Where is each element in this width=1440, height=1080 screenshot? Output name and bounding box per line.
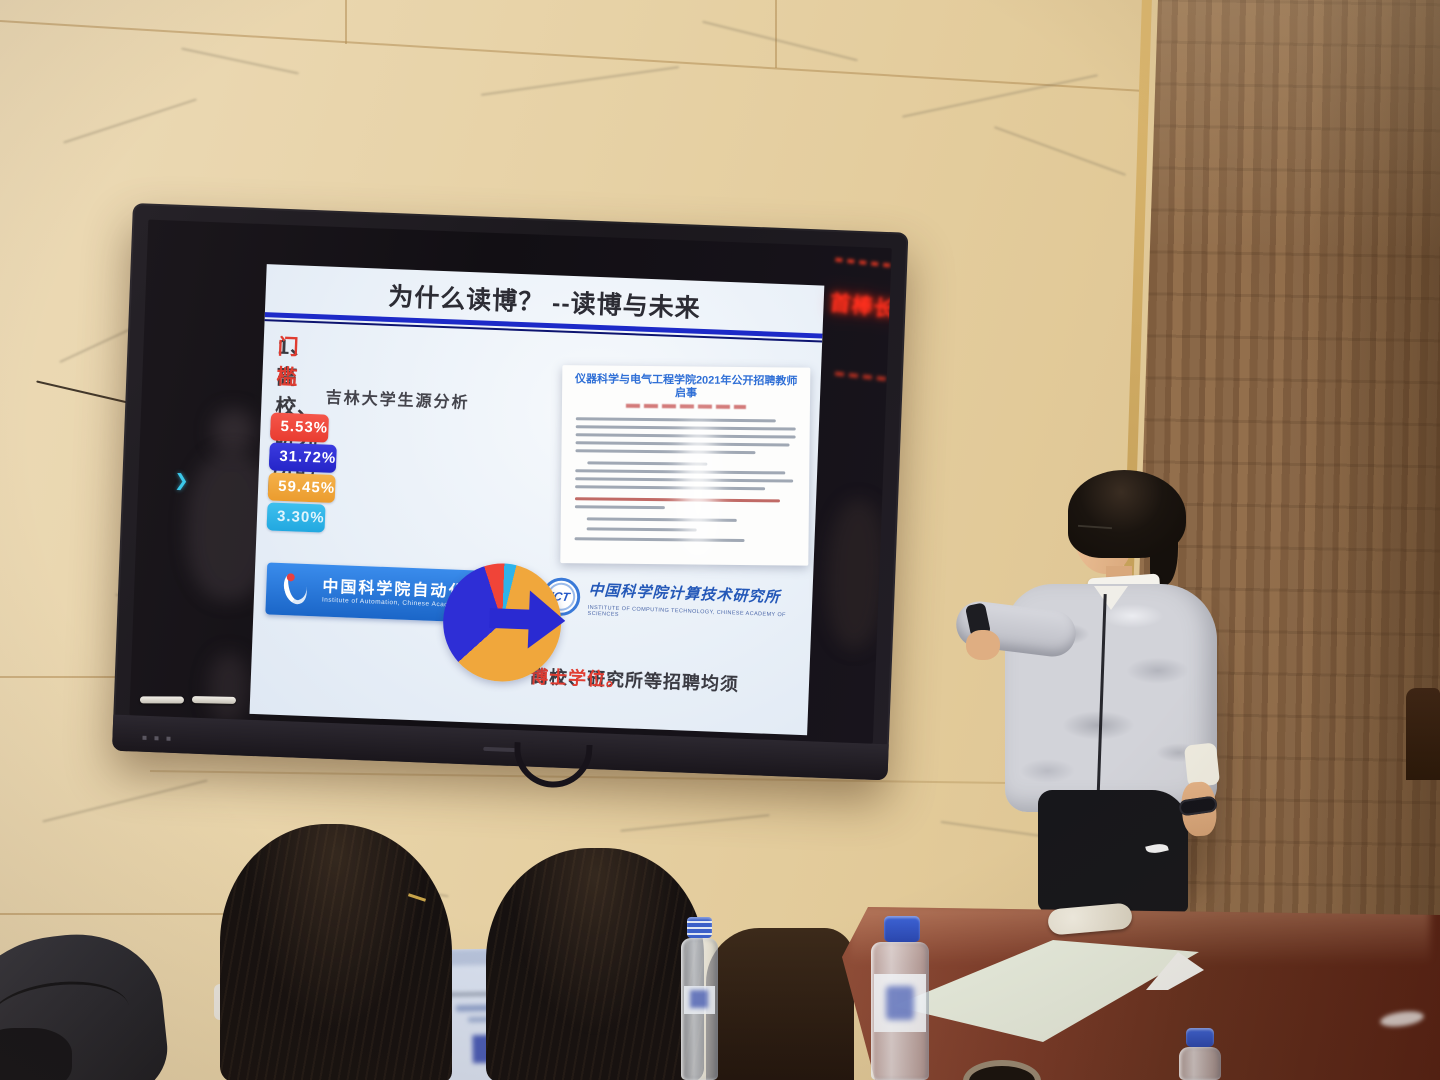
- value-pill: 31.72%: [268, 442, 337, 473]
- hanging-cable: [512, 742, 593, 790]
- wall-tile-seam: [149, 770, 1110, 786]
- water-bottle-label-print: [690, 990, 708, 1008]
- audience-head: [220, 824, 452, 1080]
- wall-tile-seam: [775, 0, 777, 68]
- ict-logo: ICT 中国科学院计算技术研究所 INSTITUTE OF COMPUTING …: [541, 571, 805, 635]
- screen-glare: [680, 416, 716, 557]
- ia-swoosh-icon: [280, 570, 311, 607]
- notice-text-line: [575, 417, 776, 423]
- marble-vein: [42, 779, 208, 823]
- screen-reflection: [207, 652, 250, 724]
- stylus-pen: [139, 696, 184, 704]
- notice-text-line: [575, 485, 766, 491]
- footer-highlight: 博士学位。: [529, 666, 626, 691]
- chair-back: [1406, 688, 1440, 780]
- notice-text-line: [586, 517, 737, 522]
- led-sign-reflection: [835, 257, 892, 270]
- wall-tile-seam: [0, 913, 232, 915]
- notice-text-line: [574, 537, 745, 543]
- sidebar-play-arrow-icon: ❯: [174, 470, 189, 491]
- notice-text-line: [586, 527, 697, 532]
- stylus-pen: [191, 696, 237, 704]
- water-bottle-label-print: [886, 986, 914, 1020]
- screen-reflection: [824, 497, 889, 651]
- ict-name-en: INSTITUTE OF COMPUTING TECHNOLOGY, CHINE…: [587, 604, 786, 619]
- marble-vein: [480, 66, 680, 96]
- marble-vein: [993, 126, 1127, 176]
- slide-title: 为什么读博？ --读博与未来: [387, 282, 702, 323]
- notice-highlighted-line: [574, 497, 780, 503]
- tv-indicator-lights: [142, 735, 173, 741]
- notice-text-line: [575, 449, 756, 455]
- value-pill: 59.45%: [267, 472, 336, 503]
- chart-title: 吉林大学生源分析: [325, 389, 470, 413]
- presenter-hand: [966, 630, 1000, 660]
- led-sign-reflection: [834, 371, 892, 384]
- table-front-shadow: [706, 928, 854, 1080]
- notice-text-line: [575, 425, 796, 431]
- office-chair: [0, 1028, 72, 1080]
- ia-emblem-icon: [276, 570, 315, 609]
- heading-highlight: 门槛: [275, 335, 300, 390]
- ict-name-cn: 中国科学院计算技术研究所: [588, 580, 781, 607]
- screen-reflection: [211, 408, 256, 454]
- led-sign-reflection-text: 首棒长学: [828, 291, 892, 325]
- recruitment-notice-document: 仪器科学与电气工程学院2021年公开招聘教师启事: [560, 365, 811, 566]
- marble-vein: [181, 47, 299, 75]
- water-bottle: [1179, 1047, 1221, 1080]
- water-bottle-cap: [687, 917, 712, 938]
- value-pill: 5.53%: [269, 412, 329, 443]
- tv-brand-mark: [483, 746, 518, 753]
- wall-tile-seam: [345, 0, 347, 44]
- marble-vein: [620, 814, 770, 832]
- value-pill: 3.30%: [266, 502, 326, 533]
- water-bottle-cap: [884, 916, 920, 942]
- notice-title: 仪器科学与电气工程学院2021年公开招聘教师启事: [574, 373, 798, 400]
- marble-vein: [702, 20, 858, 62]
- notice-text-line: [574, 505, 665, 510]
- presenter-hair: [1068, 470, 1186, 558]
- marble-vein: [63, 98, 197, 144]
- notice-dateline: [625, 403, 746, 410]
- water-bottle-cap: [1186, 1028, 1214, 1047]
- audience-head: [486, 848, 704, 1080]
- notice-text-line: [575, 469, 786, 475]
- notice-text-line: [575, 441, 790, 447]
- wall-tile-seam: [0, 676, 150, 678]
